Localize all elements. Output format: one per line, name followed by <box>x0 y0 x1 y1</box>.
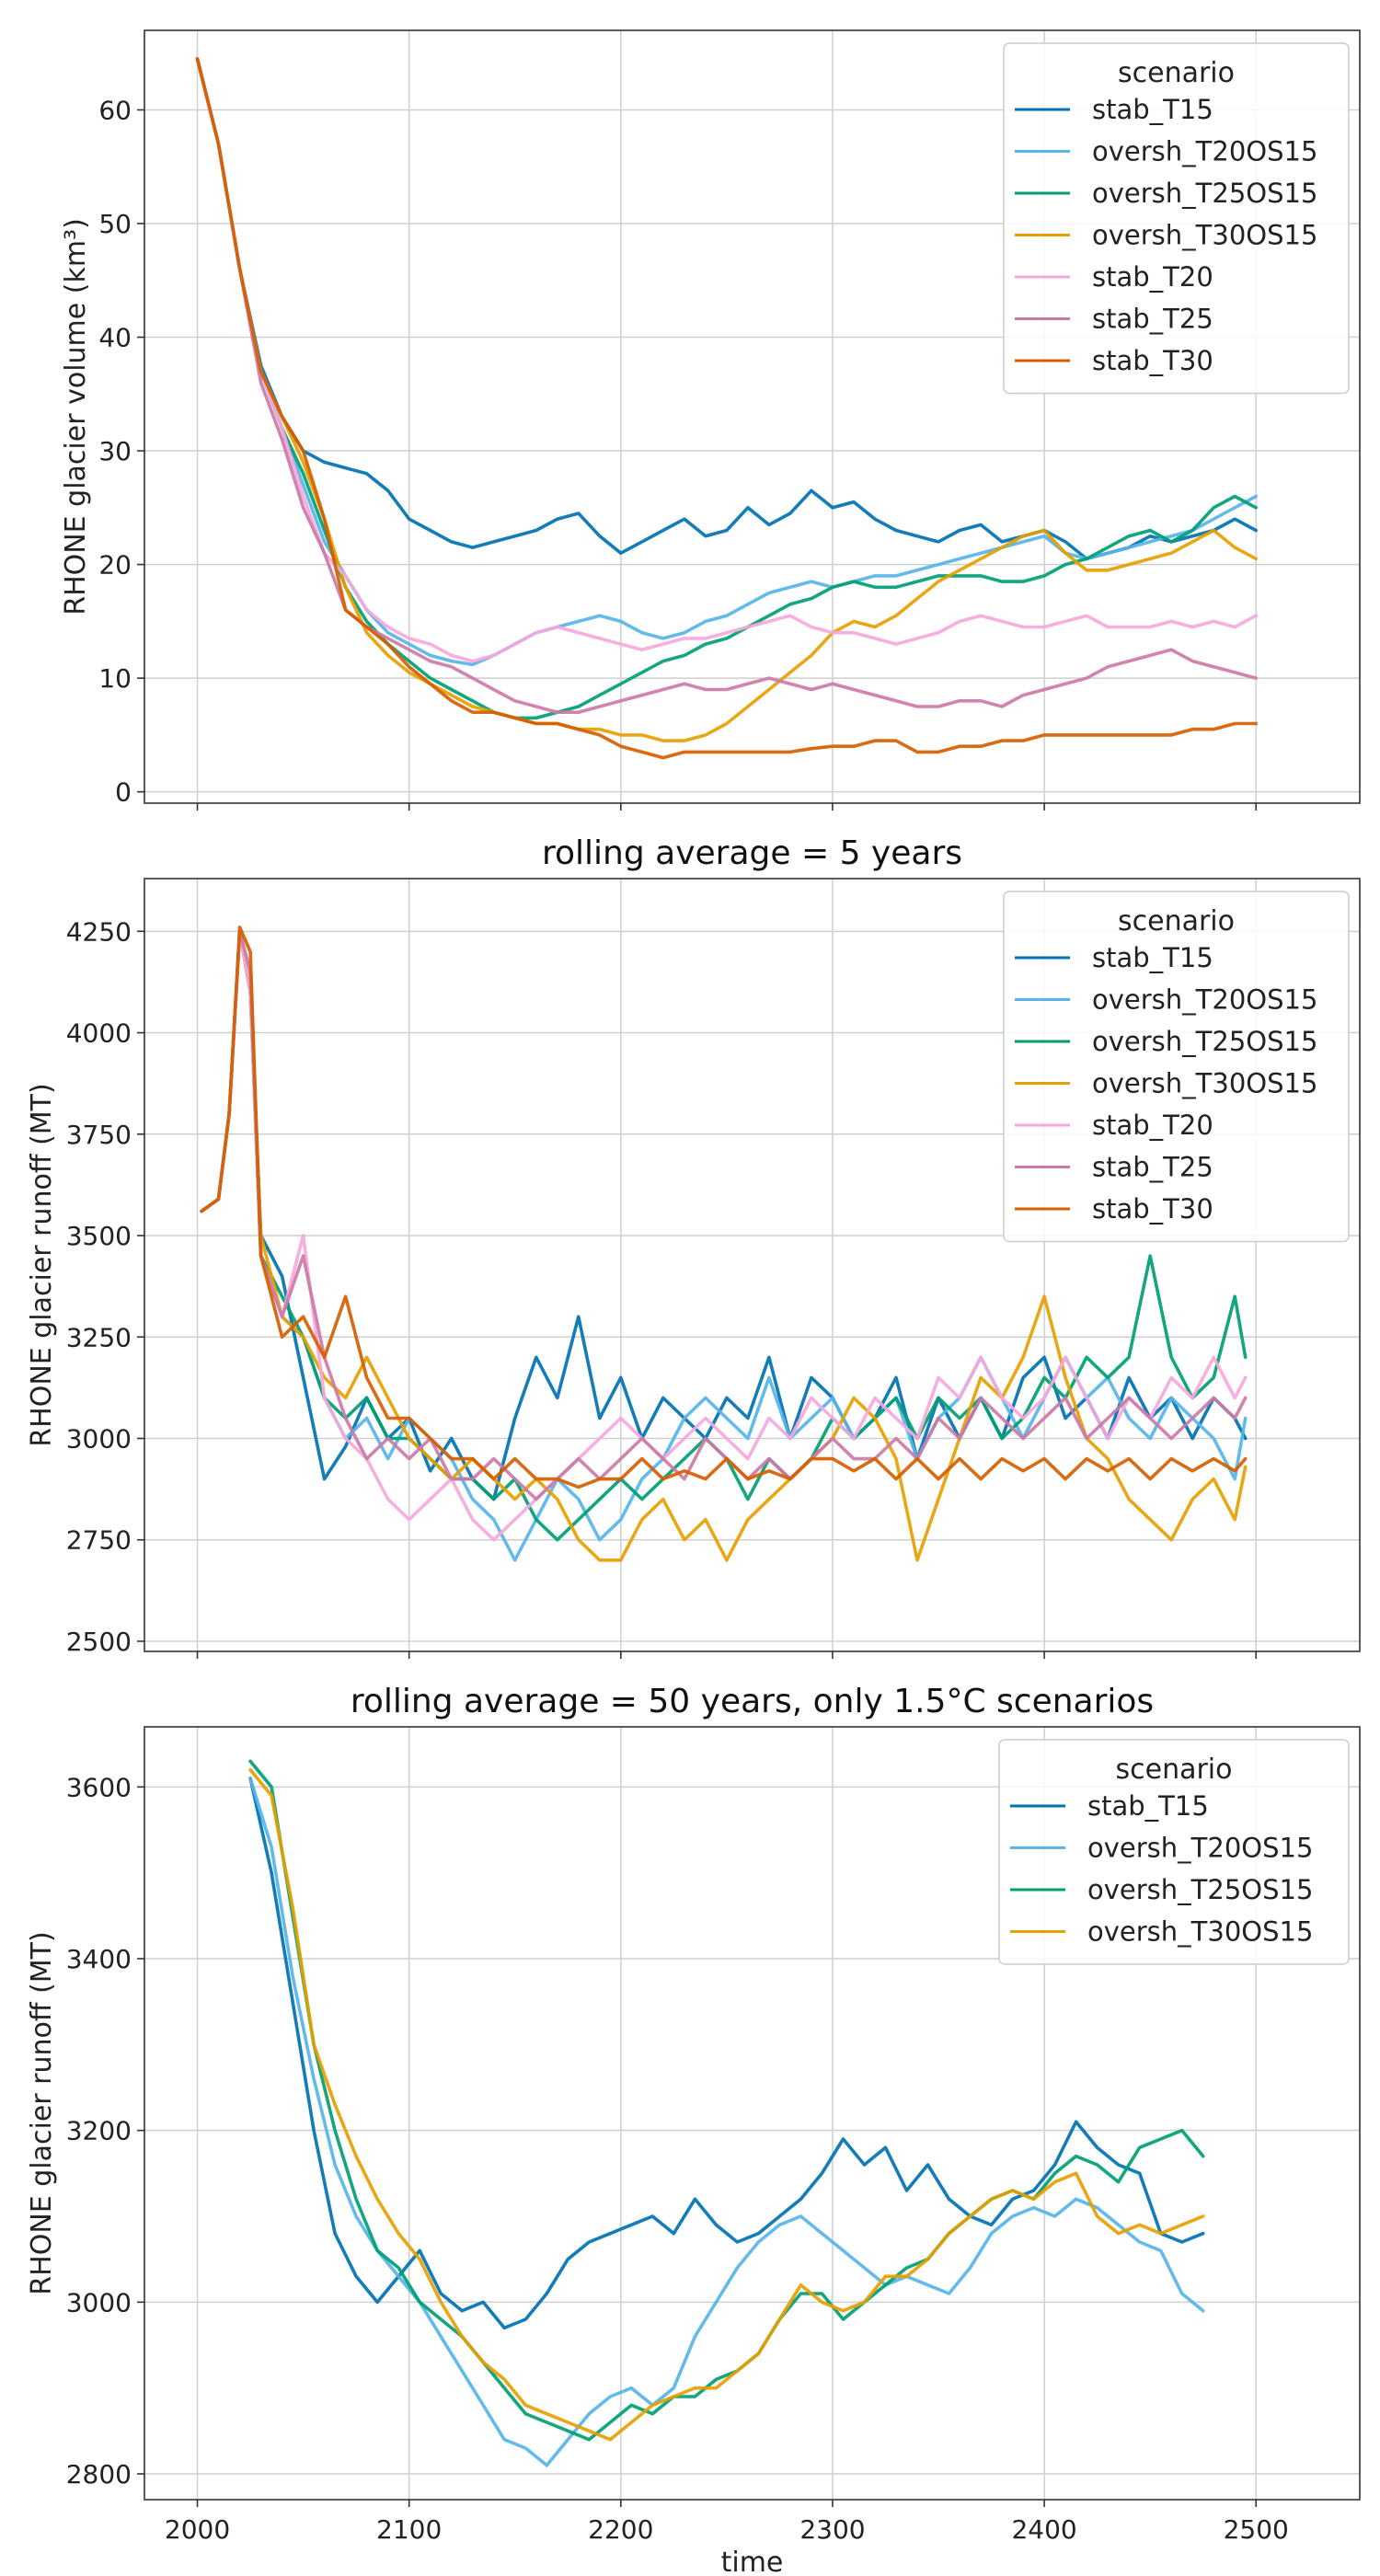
legend-box <box>998 1739 1350 1965</box>
legend: scenario stab_T15 oversh_T20OS15 oversh_T25… <box>1003 891 1350 1243</box>
y-tick-label: 40 <box>98 323 132 353</box>
y-tick-label: 0 <box>115 777 132 808</box>
y-tick-label: 4250 <box>66 916 132 947</box>
x-tick-label: 2500 <box>1224 2514 1289 2545</box>
panel-volume: 0 10 20 30 40 50 60 RHONE glacier volume (km³) s… <box>60 29 1361 811</box>
legend-label-stab-t25: stab_T25 <box>1092 304 1213 335</box>
y-tick-label: 3750 <box>66 1120 132 1150</box>
y-axis-label: RHONE glacier runoff (MT) <box>26 1931 58 2294</box>
legend: scenario stab_T15 oversh_T20OS15 oversh_T25… <box>998 1739 1350 1965</box>
x-axis-label: time <box>721 2547 784 2576</box>
panel-runoff-50yr: 2000 2100 2200 2300 2400 2500 2800 3000 3200 3400… <box>26 1683 1361 2576</box>
series-line-stab-t30 <box>195 57 1258 760</box>
legend-label-oversh-t30os15: oversh_T30OS15 <box>1092 220 1317 251</box>
legend-label-stab-t25: stab_T25 <box>1092 1152 1213 1183</box>
y-tick-label: 3000 <box>66 2287 132 2317</box>
plot-frame <box>144 29 1361 804</box>
legend-label-stab-t15: stab_T15 <box>1092 94 1213 125</box>
series-group <box>200 926 1248 1562</box>
y-tick-label: 30 <box>98 436 132 466</box>
legend-label-stab-t30: stab_T30 <box>1092 1193 1213 1225</box>
series-line-oversh-t30os15 <box>248 1767 1205 2442</box>
chart-title: rolling average = 50 years, only 1.5°C s… <box>351 1683 1154 1720</box>
legend-title: scenario <box>1118 905 1235 937</box>
series-line-stab-t25 <box>200 929 1248 1501</box>
series-line-oversh-t30os15 <box>195 57 1258 742</box>
legend: scenario stab_T15 oversh_T20OS15 oversh_T25… <box>1003 42 1350 395</box>
series-line-oversh-t20os15 <box>248 1777 1205 2467</box>
chart-title: rolling average = 5 years <box>542 834 962 872</box>
y-tick-label: 60 <box>98 95 132 125</box>
x-tick-label: 2200 <box>588 2514 653 2545</box>
legend-label-oversh-t30os15: oversh_T30OS15 <box>1092 1068 1317 1099</box>
legend-label-oversh-t20os15: oversh_T20OS15 <box>1087 1833 1313 1864</box>
x-tick-label: 2300 <box>799 2514 865 2545</box>
series-line-stab-t15 <box>195 57 1258 561</box>
y-axis-label: RHONE glacier volume (km³) <box>60 218 92 615</box>
series-line-oversh-t25os15 <box>248 1759 1205 2442</box>
legend-label-stab-t20: stab_T20 <box>1092 261 1213 293</box>
y-tick-label: 50 <box>98 209 132 239</box>
legend-label-oversh-t25os15: oversh_T25OS15 <box>1092 178 1317 209</box>
y-axis-label: RHONE glacier runoff (MT) <box>26 1083 58 1446</box>
y-tick-label: 3600 <box>66 1772 132 1802</box>
x-tick-label: 2400 <box>1011 2514 1076 2545</box>
series-line-stab-t30 <box>200 926 1248 1489</box>
series-line-stab-t15 <box>248 1777 1205 2330</box>
x-tick-label: 2100 <box>376 2514 442 2545</box>
y-tick-label: 3000 <box>66 1424 132 1455</box>
plot-frame <box>144 878 1361 1652</box>
series-line-oversh-t30os15 <box>200 929 1248 1562</box>
y-tick-label: 3500 <box>66 1221 132 1251</box>
y-tick-label: 2750 <box>66 1525 132 1556</box>
legend-label-stab-t15: stab_T15 <box>1092 942 1213 973</box>
y-tick-label: 2500 <box>66 1627 132 1657</box>
y-tick-label: 3200 <box>66 2116 132 2146</box>
legend-box <box>1003 42 1350 395</box>
y-tick-label: 2800 <box>66 2459 132 2490</box>
legend-label-oversh-t25os15: oversh_T25OS15 <box>1087 1874 1313 1905</box>
legend-box <box>1003 891 1350 1243</box>
series-line-stab-t20 <box>195 57 1258 663</box>
legend-label-stab-t30: stab_T30 <box>1092 345 1213 376</box>
series-group <box>195 57 1258 760</box>
x-tick-label: 2000 <box>165 2514 230 2545</box>
y-tick-label: 3400 <box>66 1944 132 1974</box>
series-group <box>248 1759 1205 2467</box>
legend-title: scenario <box>1118 57 1235 89</box>
legend-label-oversh-t20os15: oversh_T20OS15 <box>1092 984 1317 1016</box>
legend-label-oversh-t25os15: oversh_T25OS15 <box>1092 1026 1317 1057</box>
series-line-stab-t20 <box>200 929 1248 1542</box>
legend-label-oversh-t30os15: oversh_T30OS15 <box>1087 1916 1313 1948</box>
y-tick-label: 4000 <box>66 1018 132 1049</box>
legend-label-oversh-t20os15: oversh_T20OS15 <box>1092 136 1317 167</box>
y-tick-label: 3250 <box>66 1322 132 1352</box>
y-tick-label: 10 <box>98 663 132 694</box>
legend-title: scenario <box>1115 1754 1232 1786</box>
legend-label-stab-t20: stab_T20 <box>1092 1110 1213 1141</box>
panel-runoff-5yr: 2500 2750 3000 3250 3500 3750 4000 4250 RHONE gl… <box>26 834 1361 1659</box>
plot-frame <box>144 1726 1361 2501</box>
legend-label-stab-t15: stab_T15 <box>1087 1790 1209 1822</box>
y-tick-label: 20 <box>98 550 132 581</box>
